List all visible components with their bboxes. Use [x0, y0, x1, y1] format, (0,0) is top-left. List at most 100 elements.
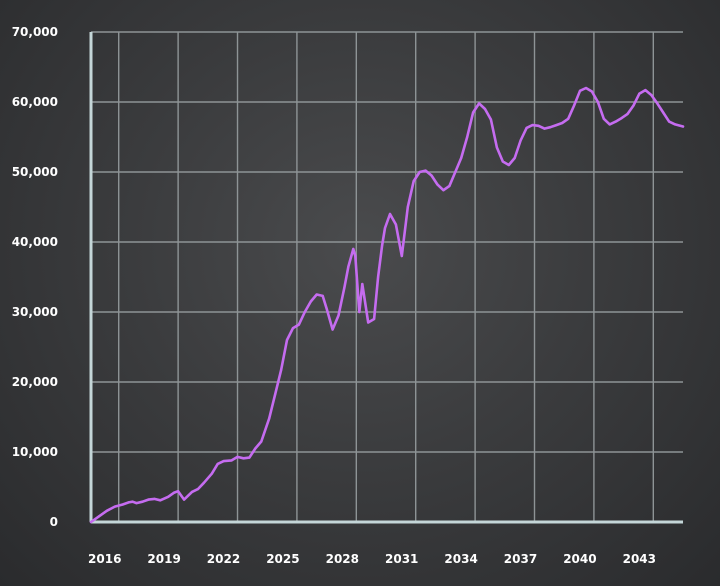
data-point	[472, 111, 475, 114]
x-tick-label: 2022	[207, 552, 240, 566]
data-point	[626, 112, 629, 115]
data-point	[202, 481, 205, 484]
data-point	[331, 328, 334, 331]
data-point	[358, 310, 361, 314]
data-point	[183, 498, 186, 501]
data-point	[448, 184, 451, 188]
data-point	[254, 447, 257, 450]
data-point	[507, 163, 510, 167]
data-point	[543, 127, 546, 130]
data-point	[297, 323, 300, 326]
data-point	[97, 515, 100, 518]
data-point	[513, 156, 516, 160]
data-point	[337, 314, 340, 317]
data-point	[674, 123, 677, 126]
data-point	[525, 126, 528, 129]
x-tick-label: 2028	[326, 552, 359, 566]
data-point	[147, 498, 150, 501]
data-point	[561, 121, 564, 125]
data-point	[381, 244, 384, 247]
data-point	[190, 490, 194, 493]
data-point	[230, 459, 233, 462]
data-point	[412, 180, 415, 183]
data-point	[573, 104, 576, 107]
data-point	[167, 495, 170, 498]
data-point	[309, 300, 312, 303]
data-point	[608, 123, 611, 126]
data-point	[354, 254, 357, 258]
x-tick-label: 2040	[563, 552, 596, 566]
y-tick-label: 20,000	[12, 375, 58, 389]
data-point	[236, 455, 239, 458]
data-point	[400, 254, 403, 258]
x-tick-label: 2037	[504, 552, 537, 566]
data-point	[285, 338, 289, 342]
data-point	[454, 170, 457, 174]
data-point	[620, 117, 623, 120]
data-point	[173, 491, 176, 494]
data-point	[159, 499, 162, 502]
y-tick-label: 30,000	[12, 305, 58, 319]
data-point	[537, 124, 540, 127]
data-point	[614, 120, 617, 123]
data-point	[113, 505, 116, 508]
data-point	[531, 124, 534, 127]
data-point	[222, 460, 225, 463]
data-point	[352, 247, 355, 251]
series-layer	[89, 86, 685, 524]
data-point	[280, 369, 283, 372]
data-point	[291, 327, 295, 330]
data-point	[644, 89, 647, 92]
data-point	[373, 317, 376, 321]
data-point	[248, 456, 251, 459]
data-point	[519, 139, 522, 142]
data-point	[121, 503, 124, 506]
data-point	[430, 174, 433, 177]
data-point	[602, 117, 605, 120]
data-point	[466, 135, 469, 139]
y-tick-label: 50,000	[12, 165, 58, 179]
data-point	[303, 310, 306, 314]
data-point	[242, 457, 245, 460]
data-point	[638, 92, 641, 95]
data-point	[555, 124, 558, 127]
data-point	[383, 226, 387, 230]
data-point	[105, 509, 108, 512]
data-point	[436, 183, 439, 186]
data-point	[656, 102, 659, 105]
data-point	[216, 462, 219, 465]
data-point	[343, 286, 346, 289]
x-tick-label: 2025	[266, 552, 299, 566]
data-point	[127, 501, 130, 504]
data-point	[388, 212, 392, 216]
data-point	[361, 282, 364, 286]
x-tick-label: 2019	[147, 552, 180, 566]
data-point	[418, 170, 421, 174]
data-point	[549, 126, 552, 129]
data-point	[196, 488, 199, 491]
x-tick-label: 2034	[444, 552, 477, 566]
data-point	[89, 520, 93, 524]
grid-lines	[91, 31, 683, 522]
x-tick-label: 2043	[623, 552, 656, 566]
data-point	[325, 307, 328, 310]
axes	[89, 32, 683, 524]
data-point	[668, 120, 671, 123]
data-point	[406, 205, 409, 209]
data-point	[315, 293, 318, 296]
data-point	[632, 104, 635, 107]
data-point	[394, 223, 397, 226]
data-point	[662, 111, 665, 114]
data-point	[578, 89, 582, 92]
data-point	[210, 472, 213, 475]
x-tick-label: 2016	[88, 552, 121, 566]
y-tick-label: 60,000	[12, 95, 58, 109]
data-point	[681, 125, 685, 128]
data-point	[377, 275, 380, 279]
data-point	[501, 160, 504, 163]
y-axis-tick-labels: 0 10,000 20,000 30,000 40,000 50,000 60,000 70,…	[12, 25, 58, 529]
data-point	[321, 294, 324, 297]
data-point	[153, 497, 156, 500]
data-point	[131, 500, 134, 503]
